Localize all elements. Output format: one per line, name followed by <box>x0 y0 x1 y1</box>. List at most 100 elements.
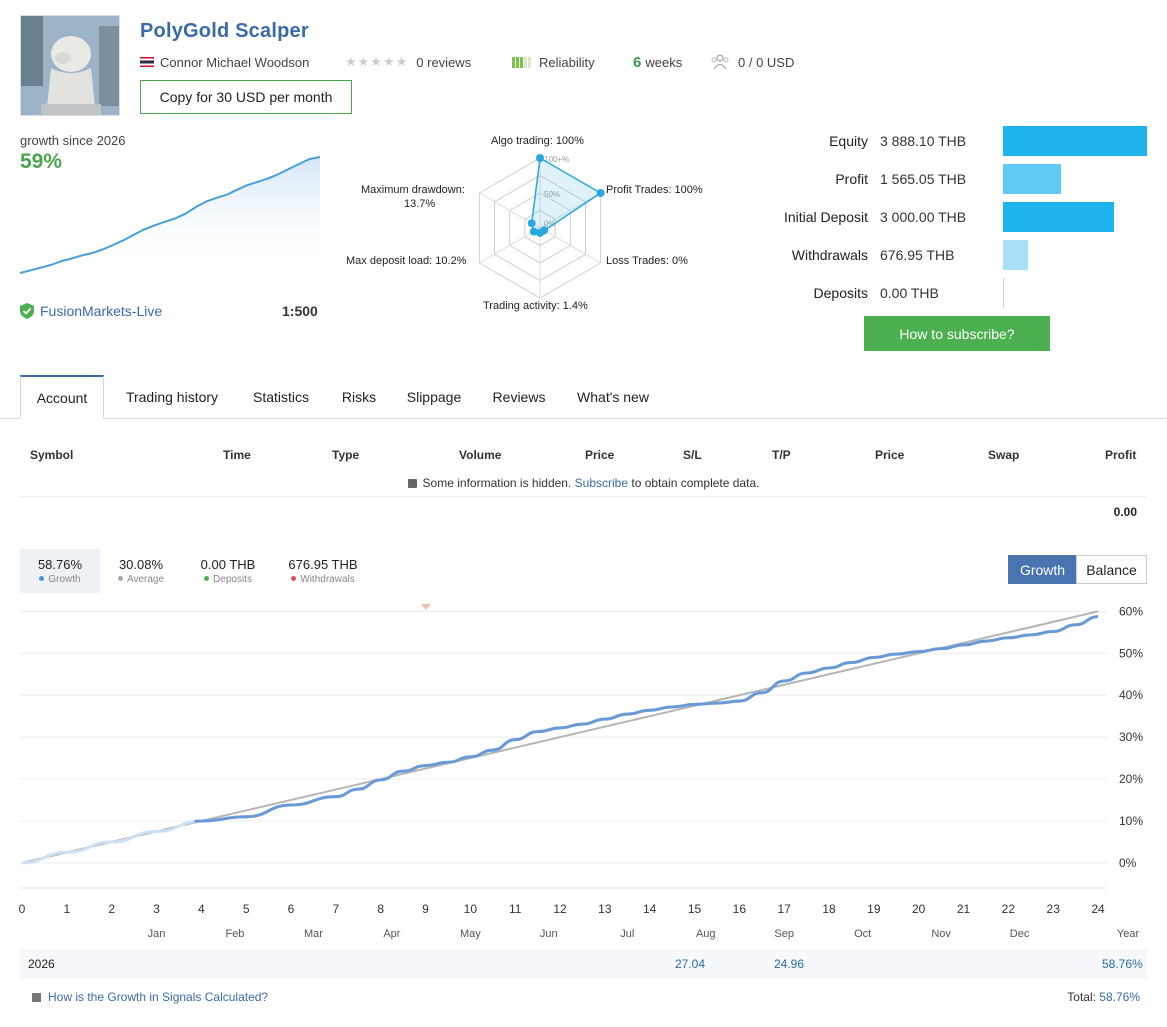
account-row: Withdrawals 676.95 THB <box>770 240 1150 270</box>
average-dot-icon <box>117 576 123 581</box>
stat-withdrawals[interactable]: 676.95 THB Withdrawals <box>283 549 363 593</box>
x-tick-label: 10 <box>464 902 478 916</box>
x-tick-label: 21 <box>957 902 971 916</box>
radar-point <box>536 154 544 162</box>
x-tick-label: 18 <box>822 902 836 916</box>
radar-label-profit: Profit Trades: 100% <box>606 184 703 196</box>
growth-since-label: growth since 2026 <box>20 133 126 148</box>
stat-withdrawals-value: 676.95 THB <box>288 557 358 572</box>
author[interactable]: Connor Michael Woodson <box>140 53 309 71</box>
note-suffix: to obtain complete data. <box>631 476 760 490</box>
col-sl: S/L <box>683 448 702 462</box>
author-name[interactable]: Connor Michael Woodson <box>160 54 310 70</box>
subscribers: 0 / 0 USD <box>710 53 794 71</box>
reviews-count[interactable]: 0 reviews <box>416 54 472 70</box>
x-tick-label: 22 <box>1002 902 1016 916</box>
x-tick-label: 3 <box>153 902 160 916</box>
tab-statistics[interactable]: Statistics <box>252 389 309 405</box>
stat-deposits[interactable]: 0.00 THB Deposits <box>192 549 264 593</box>
account-row-bar <box>1003 164 1061 194</box>
tab-risks[interactable]: Risks <box>341 389 377 405</box>
chart-balance-button[interactable]: Balance <box>1076 555 1147 584</box>
month-label: Apr <box>383 928 400 940</box>
weeks-label: weeks <box>645 54 683 70</box>
y-tick-label: 50% <box>1119 646 1143 660</box>
radar-chart: 100+% 50% 0% Algo trading: 100% Profit Tra… <box>340 130 740 320</box>
tab-reviews[interactable]: Reviews <box>492 389 546 405</box>
y-tick-label: 60% <box>1119 604 1143 618</box>
month-label: Oct <box>854 928 871 940</box>
year-summary-row: 2026 27.04 24.96 58.76% <box>20 949 1147 979</box>
sparkline-area <box>20 157 320 274</box>
chart-growth-button[interactable]: Growth <box>1008 555 1077 584</box>
month-label: Nov <box>931 928 951 940</box>
growth-sparkline <box>20 156 321 274</box>
col-symbol: Symbol <box>30 448 74 462</box>
radar-label-drawdown-value: 13.7% <box>404 198 436 210</box>
x-tick-label: 24 <box>1091 902 1105 916</box>
growth-help-link[interactable]: How is the Growth in Signals Calculated? <box>32 990 268 1004</box>
year-total-value: 58.76% <box>1102 957 1143 971</box>
copy-signal-button[interactable]: Copy for 30 USD per month <box>140 80 352 114</box>
subscribe-link[interactable]: Subscribe <box>574 476 629 490</box>
total-value: 58.76% <box>1099 990 1140 1004</box>
account-row-label: Deposits <box>813 285 868 301</box>
growth-help-text[interactable]: How is the Growth in Signals Calculated? <box>48 990 269 1004</box>
account-row: Profit 1 565.05 THB <box>770 164 1150 194</box>
account-row-bar <box>1003 240 1029 270</box>
x-tick-label: 20 <box>912 902 926 916</box>
stat-growth[interactable]: 58.76% Growth <box>20 549 100 593</box>
account-row-bar <box>1003 202 1115 232</box>
x-tick-label: 19 <box>867 902 881 916</box>
broker-name[interactable]: FusionMarkets-Live <box>40 303 163 319</box>
col-time: Time <box>223 448 251 462</box>
month-label: Jul <box>620 928 634 940</box>
x-tick-label: 0 <box>19 902 26 916</box>
subscribers-value: 0 / 0 USD <box>738 54 795 70</box>
radar-label-load: Max deposit load: 10.2% <box>346 255 467 267</box>
reviews[interactable]: ★★★★★ 0 reviews <box>345 53 471 71</box>
broker[interactable]: FusionMarkets-Live <box>20 303 162 319</box>
y-tick-label: 30% <box>1119 730 1143 744</box>
radar-point <box>536 228 544 237</box>
x-tick-label: 8 <box>377 902 384 916</box>
how-to-subscribe-button[interactable]: How to subscribe? <box>864 316 1050 351</box>
x-tick-label: 13 <box>598 902 612 916</box>
x-tick-label: 15 <box>688 902 702 916</box>
radar-label-algo: Algo trading: 100% <box>491 135 584 147</box>
col-type: Type <box>332 448 360 462</box>
radar-label-activity: Trading activity: 1.4% <box>483 300 588 312</box>
account-row-label: Equity <box>829 133 868 149</box>
month-label: Mar <box>304 928 323 940</box>
total-profit: 0.00 <box>1113 505 1137 519</box>
account-row-value: 0.00 THB <box>880 285 939 301</box>
tab-account[interactable]: Account <box>20 375 104 419</box>
growth-dot-icon <box>39 576 45 581</box>
signal-title[interactable]: PolyGold Scalper <box>140 20 309 42</box>
radar-axis <box>479 227 541 264</box>
tab-whats-new[interactable]: What's new <box>577 389 649 405</box>
stat-average[interactable]: 30.08% Average <box>110 549 172 593</box>
x-tick-label: 2 <box>108 902 115 916</box>
signal-avatar <box>20 15 120 116</box>
x-tick-label: 12 <box>553 902 567 916</box>
radar-tick-label: 50% <box>544 190 560 199</box>
year-sep-value: 24.96 <box>774 957 805 971</box>
stat-average-value: 30.08% <box>118 557 164 572</box>
y-tick-label: 20% <box>1119 772 1143 786</box>
tab-trading-history[interactable]: Trading history <box>125 389 219 405</box>
account-row-value: 1 565.05 THB <box>880 171 967 187</box>
month-label: Aug <box>696 928 716 940</box>
help-icon <box>32 992 41 1002</box>
month-label: Dec <box>1010 928 1030 940</box>
x-tick-label: 17 <box>778 902 792 916</box>
sparkline-line <box>20 156 321 274</box>
account-row-value: 676.95 THB <box>880 247 955 263</box>
radar-point <box>529 227 538 236</box>
col-price-close: Price <box>875 448 905 462</box>
col-volume: Volume <box>459 448 502 462</box>
month-label: Jan <box>148 928 166 940</box>
tab-slippage[interactable]: Slippage <box>406 389 462 405</box>
x-tick-label: 23 <box>1047 902 1061 916</box>
deposits-dot-icon <box>204 576 210 581</box>
